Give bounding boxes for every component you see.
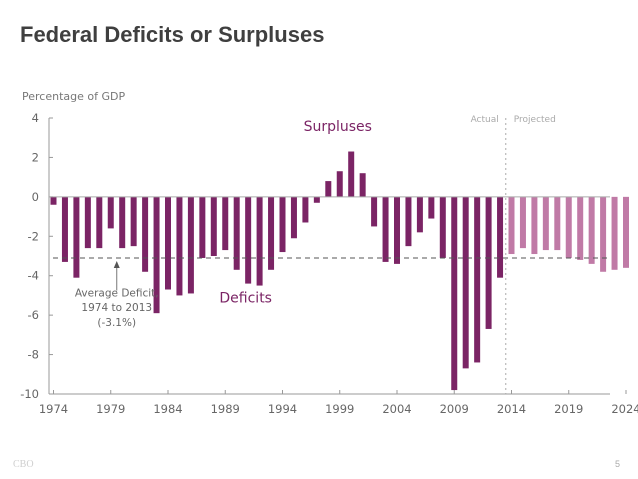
y-tick-label: -10 (20, 387, 39, 401)
x-tick-label: 1974 (39, 402, 68, 416)
projected-label: Projected (514, 115, 556, 125)
y-axis-title: Percentage of GDP (22, 90, 125, 103)
projected-bar-2020 (577, 196, 584, 260)
x-tick-label: 2024 (611, 402, 638, 416)
x-tick-label: 2009 (440, 402, 469, 416)
x-tick-label: 1989 (211, 402, 240, 416)
projected-bar-2014 (508, 196, 515, 255)
actual-bar-2006 (416, 196, 423, 233)
y-tick-label: 0 (32, 190, 39, 204)
deficits-label: Deficits (219, 290, 272, 306)
y-tick-label: -8 (28, 348, 39, 362)
y-tick-label: 2 (32, 150, 39, 164)
x-tick-label: 1979 (96, 402, 125, 416)
x-tick-label: 1999 (325, 402, 354, 416)
actual-bar-2013 (497, 196, 504, 278)
actual-bar-1998 (325, 181, 332, 197)
cbo-footer-logo: CBO (13, 459, 34, 470)
projected-bar-2018 (554, 196, 561, 251)
actual-bar-1976 (73, 196, 80, 278)
actual-bar-1980 (119, 196, 126, 249)
average-annotation-line-2: 1974 to 2013 (81, 302, 152, 314)
x-tick-label: 2004 (382, 402, 411, 416)
actual-bar-1979 (107, 196, 114, 229)
projected-bar-2019 (565, 196, 572, 258)
actual-bar-2008 (439, 196, 446, 258)
actual-bar-2001 (359, 173, 366, 197)
page-number: 5 (615, 459, 621, 469)
actual-bar-1983 (153, 196, 160, 314)
y-tick-label: -4 (28, 269, 39, 283)
actual-bar-2005 (405, 196, 412, 247)
y-axis: 4 2 0 -2 -4 -6 -8 -10 (20, 111, 53, 401)
projected-bar-2021 (588, 196, 595, 264)
y-tick-label: 4 (32, 111, 39, 125)
actual-bar-2000 (348, 151, 355, 197)
projected-bar-2017 (542, 196, 549, 251)
projected-bar-2023 (611, 196, 618, 270)
arrow-head-icon (113, 260, 120, 268)
actual-bar-1992 (256, 196, 263, 286)
x-tick-label: 2014 (497, 402, 526, 416)
actual-bar-2004 (394, 196, 400, 264)
actual-bar-2011 (474, 196, 481, 363)
bars (50, 151, 629, 391)
actual-bar-1988 (210, 196, 217, 256)
slide-title: Federal Deficits or Surpluses (20, 22, 325, 47)
actual-bar-1978 (96, 196, 103, 249)
actual-bar-1985 (176, 196, 183, 296)
actual-bar-2007 (428, 196, 435, 219)
actual-bar-1997 (313, 196, 320, 203)
actual-bar-1994 (279, 196, 286, 253)
projected-bar-2015 (519, 196, 526, 249)
actual-bar-1977 (84, 196, 91, 249)
average-annotation-line-1: Average Deficit, (75, 287, 159, 299)
average-annotation-line-3: (-3.1%) (97, 317, 136, 329)
actual-bar-1991 (245, 196, 252, 284)
y-tick-label: -6 (28, 308, 39, 322)
x-tick-label: 1994 (268, 402, 297, 416)
actual-bar-1993 (268, 196, 275, 270)
actual-bar-1995 (290, 196, 297, 239)
actual-bar-1999 (336, 171, 343, 197)
actual-bar-1982 (142, 196, 149, 272)
actual-bar-2002 (371, 196, 378, 227)
actual-bar-1984 (165, 196, 171, 290)
actual-bar-2003 (382, 196, 389, 262)
surpluses-label: Surpluses (304, 119, 372, 135)
actual-bar-1974 (50, 196, 57, 205)
actual-bar-1981 (130, 196, 137, 247)
actual-bar-1990 (233, 196, 240, 270)
y-tick-label: -2 (28, 229, 39, 243)
x-tick-label: 2019 (554, 402, 583, 416)
actual-bar-2009 (451, 196, 458, 391)
projected-bar-2024 (623, 196, 629, 268)
actual-bar-2010 (462, 196, 469, 369)
projected-bar-2016 (531, 196, 538, 255)
actual-bar-2012 (485, 196, 492, 329)
actual-bar-1987 (199, 196, 206, 258)
actual-bar-1975 (61, 196, 68, 262)
x-tick-label: 1984 (153, 402, 182, 416)
x-axis: 1974 1979 1984 1989 1994 1999 2004 2009 2014 2019… (39, 390, 638, 416)
actual-bar-1989 (222, 196, 229, 251)
actual-label: Actual (471, 115, 499, 125)
actual-bar-1996 (302, 196, 309, 223)
actual-bar-1986 (187, 196, 194, 294)
projected-bar-2022 (600, 196, 607, 272)
